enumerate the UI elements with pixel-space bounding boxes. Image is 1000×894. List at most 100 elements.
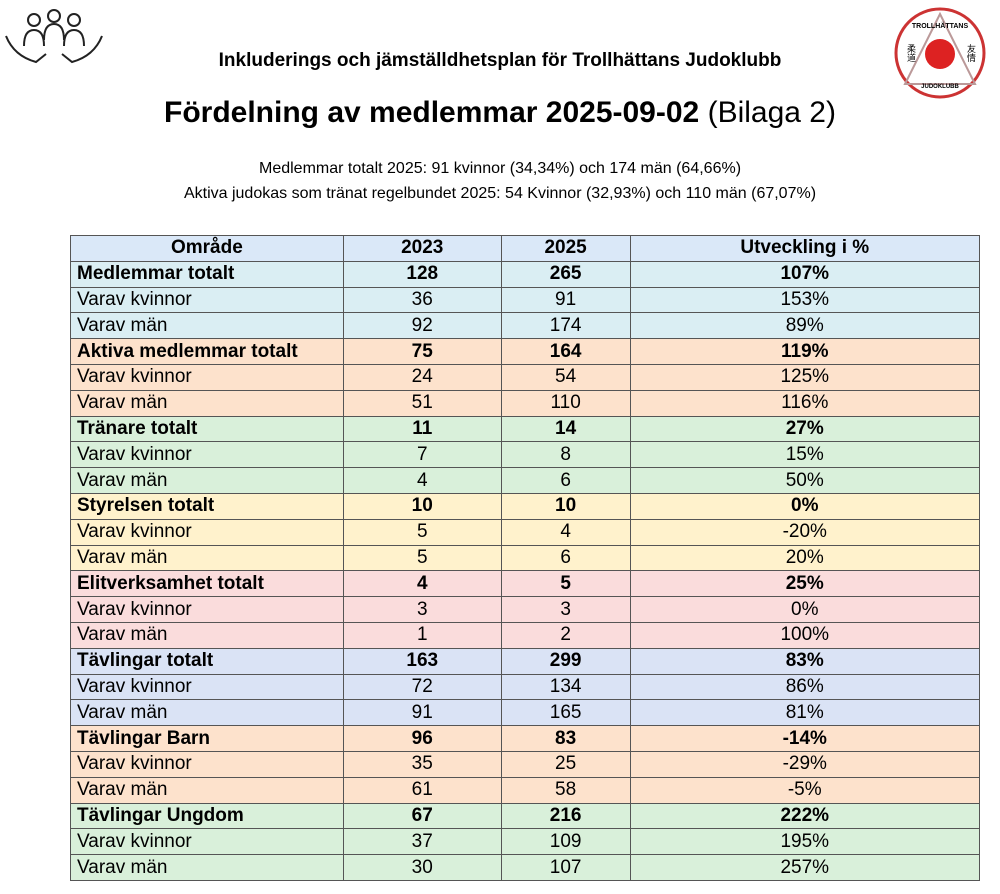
cell: 83 <box>500 725 631 752</box>
cell: 7 <box>342 441 502 469</box>
cell: 27% <box>629 415 981 443</box>
cell: 91 <box>500 286 631 314</box>
cell: 15% <box>629 441 981 469</box>
sub-row: Varav kvinnor 7 8 15% <box>70 441 981 469</box>
sub-row: Varav kvinnor 24 54 125% <box>70 363 981 391</box>
summary-line: Medlemmar totalt 2025: 91 kvinnor (34,34… <box>258 160 742 177</box>
cell: 72 <box>342 673 502 701</box>
cell: 265 <box>500 260 631 288</box>
cell: 195% <box>629 828 981 856</box>
cell: 11 <box>342 415 502 443</box>
cell: 58 <box>500 776 631 804</box>
cell: Varav män <box>70 544 344 572</box>
cell: Styrelsen totalt <box>70 492 344 520</box>
total-row: Tävlingar totalt 163 299 83% <box>70 647 981 675</box>
column-header: 2025 <box>500 235 631 262</box>
cell: 134 <box>500 673 631 701</box>
sub-row: Varav män 92 174 89% <box>70 312 981 340</box>
cell: Varav män <box>70 854 344 881</box>
sub-row: Varav män 51 110 116% <box>70 389 981 417</box>
sub-row: Varav kvinnor 5 4 -20% <box>70 518 981 546</box>
cell: 54 <box>500 363 631 391</box>
cell: 2 <box>500 621 631 649</box>
cell: 36 <box>342 286 502 314</box>
heading: Fördelning av medlemmar 2025-09-02 (Bila… <box>0 96 1000 130</box>
cell: 91 <box>342 699 502 727</box>
cell: 8 <box>500 441 631 469</box>
sub-row: Varav kvinnor 35 25 -29% <box>70 750 981 778</box>
column-header: 2023 <box>342 235 502 262</box>
members-table: Område 2023 2025 Utveckling i % Medlemmar to… <box>70 235 981 881</box>
cell: 119% <box>629 338 981 365</box>
cell: Varav kvinnor <box>70 518 344 546</box>
total-row: Aktiva medlemmar totalt 75 164 119% <box>70 338 981 365</box>
cell: 61 <box>342 776 502 804</box>
sub-row: Varav män 91 165 81% <box>70 699 981 727</box>
total-row: Medlemmar totalt 128 265 107% <box>70 260 981 288</box>
cell: 164 <box>500 338 631 365</box>
cell: 81% <box>629 699 981 727</box>
cell: Tränare totalt <box>70 415 344 443</box>
cell: Tävlingar Barn <box>70 725 344 752</box>
sub-row: Varav män 30 107 257% <box>70 854 981 881</box>
cell: Aktiva medlemmar totalt <box>70 338 344 365</box>
cell: 5 <box>500 570 631 598</box>
cell: 299 <box>500 647 631 675</box>
cell: -29% <box>629 750 981 778</box>
cell: 67 <box>342 802 502 830</box>
cell: 3 <box>500 596 631 623</box>
cell: Varav män <box>70 312 344 340</box>
cell: 6 <box>500 467 631 494</box>
cell: 257% <box>629 854 981 881</box>
logo-left: 柔道 <box>906 44 916 63</box>
cell: 1 <box>342 621 502 649</box>
cell: Varav män <box>70 621 344 649</box>
cell: 4 <box>342 467 502 494</box>
cell: Tävlingar Ungdom <box>70 802 344 830</box>
cell: 86% <box>629 673 981 701</box>
cell: 0% <box>629 596 981 623</box>
cell: Varav män <box>70 467 344 494</box>
cell: 4 <box>500 518 631 546</box>
cell: 125% <box>629 363 981 391</box>
sub-row: Varav kvinnor 36 91 153% <box>70 286 981 314</box>
cell: Varav kvinnor <box>70 441 344 469</box>
column-header: Område <box>70 235 344 262</box>
cell: 37 <box>342 828 502 856</box>
cell: Varav män <box>70 776 344 804</box>
cell: -20% <box>629 518 981 546</box>
cell: Varav kvinnor <box>70 596 344 623</box>
cell: 14 <box>500 415 631 443</box>
cell: 222% <box>629 802 981 830</box>
cell: 107% <box>629 260 981 288</box>
cell: 30 <box>342 854 502 881</box>
cell: 25% <box>629 570 981 598</box>
cell: 50% <box>629 467 981 494</box>
cell: Varav män <box>70 699 344 727</box>
logo-right: 友情 <box>966 43 976 63</box>
cell: 89% <box>629 312 981 340</box>
cell: Varav kvinnor <box>70 828 344 856</box>
cell: 109 <box>500 828 631 856</box>
cell: -14% <box>629 725 981 752</box>
cell: Tävlingar totalt <box>70 647 344 675</box>
cell: Varav kvinnor <box>70 286 344 314</box>
sub-row: Varav män 1 2 100% <box>70 621 981 649</box>
inclusion-icon <box>5 9 103 64</box>
cell: 10 <box>500 492 631 520</box>
cell: 165 <box>500 699 631 727</box>
heading-main: Fördelning av medlemmar 2025-09-02 <box>164 96 700 129</box>
cell: 92 <box>342 312 502 340</box>
cell: 51 <box>342 389 502 417</box>
logo-top: TROLLHÄTTANS <box>912 22 969 30</box>
cell: 5 <box>342 544 502 572</box>
cell: 3 <box>342 596 502 623</box>
cell: 5 <box>342 518 502 546</box>
summary-line: Aktiva judokas som tränat regelbundet 20… <box>183 185 817 202</box>
cell: Varav kvinnor <box>70 673 344 701</box>
cell: Varav kvinnor <box>70 363 344 391</box>
cell: 83% <box>629 647 981 675</box>
sub-row: Varav män 5 6 20% <box>70 544 981 572</box>
cell: 75 <box>342 338 502 365</box>
